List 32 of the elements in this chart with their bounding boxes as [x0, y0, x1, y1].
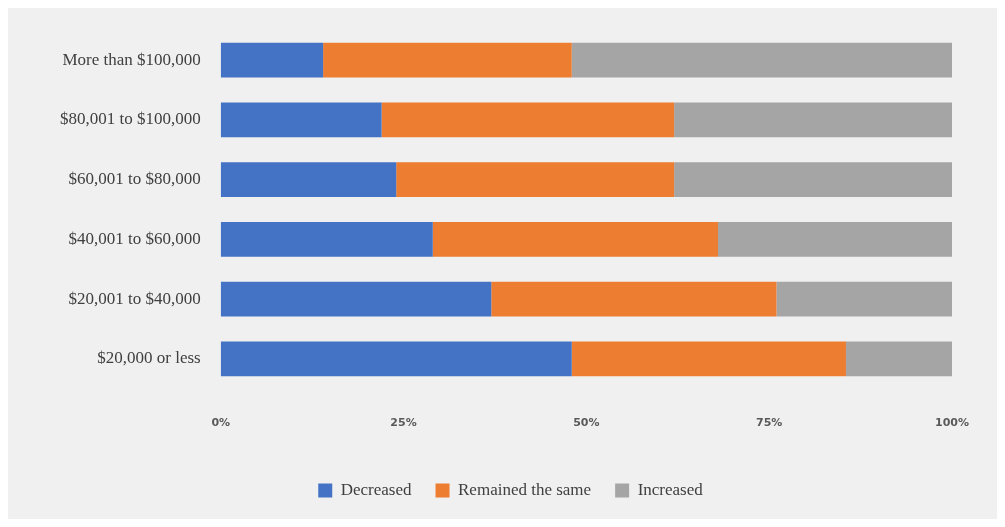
bar: [220, 281, 492, 317]
y-tick-label: $60,001 to $80,000: [68, 169, 201, 189]
y-tick-label: $40,001 to $60,000: [68, 228, 201, 248]
legend-label: Increased: [637, 479, 704, 499]
bar: [674, 162, 953, 197]
y-tick-label: More than $100,000: [62, 49, 201, 69]
legend-label: Decreased: [340, 479, 413, 499]
bar: [571, 341, 846, 377]
x-tick-label: 0%: [211, 416, 231, 430]
x-tick-label: 100%: [935, 416, 969, 430]
x-tick-label: 75%: [756, 416, 783, 430]
bar: [718, 222, 953, 257]
bar: [381, 102, 675, 138]
bar: [432, 222, 718, 257]
legend-label: Remained the same: [458, 479, 592, 499]
bar: [674, 102, 953, 138]
bar: [396, 162, 675, 197]
bar: [220, 102, 382, 138]
bar: [491, 281, 777, 317]
bar: [220, 162, 397, 197]
bar: [571, 42, 953, 78]
x-tick-label: 25%: [390, 416, 417, 430]
bar: [776, 281, 953, 317]
y-tick-label: $20,000 or less: [97, 348, 201, 368]
y-tick-label: $80,001 to $100,000: [59, 109, 201, 129]
bar: [845, 341, 953, 377]
bar: [220, 222, 433, 257]
y-tick-label: $20,001 to $40,000: [68, 288, 201, 308]
bar: [220, 341, 572, 377]
x-tick-label: 50%: [573, 416, 600, 430]
bar: [323, 42, 572, 78]
bar: [220, 42, 324, 78]
